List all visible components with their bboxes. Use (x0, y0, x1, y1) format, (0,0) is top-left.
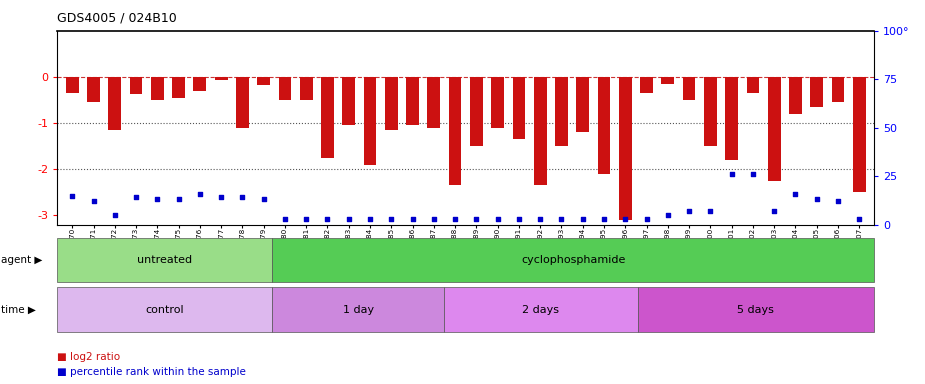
Point (533, 216, 548, 222)
Point (278, 216, 292, 222)
Bar (364, 77, 376, 165)
Bar (619, 77, 632, 220)
Point (618, 216, 633, 222)
Point (86, 198, 101, 204)
Point (192, 190, 207, 197)
Bar (789, 77, 802, 114)
Text: ■ percentile rank within the sample: ■ percentile rank within the sample (57, 367, 246, 377)
Bar (193, 77, 206, 91)
Bar (342, 77, 355, 125)
Bar (512, 77, 525, 139)
Point (554, 216, 569, 222)
Point (448, 216, 462, 222)
Point (639, 216, 654, 222)
Point (107, 212, 122, 218)
Bar (215, 77, 228, 80)
Text: 1 day: 1 day (342, 305, 374, 314)
Bar (449, 77, 462, 185)
Bar (832, 77, 845, 102)
Point (469, 216, 484, 222)
Bar (278, 77, 291, 100)
Text: agent ▶: agent ▶ (1, 255, 43, 265)
Bar (57, 238, 272, 282)
Point (724, 171, 739, 177)
Point (256, 196, 271, 202)
Text: control: control (145, 305, 184, 314)
Point (363, 216, 377, 222)
Bar (108, 77, 121, 130)
Text: 2 days: 2 days (523, 305, 560, 314)
Bar (172, 77, 185, 98)
Bar (598, 77, 611, 174)
Bar (130, 77, 142, 94)
Point (490, 216, 505, 222)
Bar (810, 77, 823, 107)
Point (65, 192, 80, 199)
Bar (470, 77, 483, 146)
Point (171, 196, 186, 202)
Bar (300, 77, 313, 100)
Bar (853, 77, 866, 192)
Text: 5 days: 5 days (737, 305, 774, 314)
Point (512, 216, 526, 222)
Point (682, 208, 697, 214)
Bar (555, 77, 568, 146)
Bar (272, 238, 874, 282)
Bar (406, 77, 419, 125)
Bar (321, 77, 334, 158)
Point (809, 196, 824, 202)
Point (214, 194, 228, 200)
Text: GDS4005 / 024B10: GDS4005 / 024B10 (57, 12, 177, 25)
Point (788, 190, 803, 197)
Bar (257, 77, 270, 85)
Bar (66, 77, 79, 93)
Point (597, 216, 611, 222)
Bar (534, 77, 547, 185)
Bar (272, 287, 444, 332)
Point (703, 208, 718, 214)
Text: cyclophosphamide: cyclophosphamide (521, 255, 625, 265)
Bar (704, 77, 717, 146)
Point (767, 208, 782, 214)
Bar (637, 287, 874, 332)
Point (299, 216, 314, 222)
Bar (576, 77, 589, 132)
Bar (385, 77, 398, 130)
Point (235, 194, 250, 200)
Text: time ▶: time ▶ (1, 305, 36, 314)
Point (660, 212, 675, 218)
Point (150, 196, 165, 202)
Point (852, 216, 867, 222)
Bar (57, 287, 272, 332)
Point (341, 216, 356, 222)
Point (405, 216, 420, 222)
Point (384, 216, 399, 222)
Bar (491, 77, 504, 127)
Point (746, 171, 760, 177)
Point (426, 216, 441, 222)
Bar (683, 77, 696, 100)
Point (129, 194, 143, 200)
Point (320, 216, 335, 222)
Bar (444, 287, 637, 332)
Bar (640, 77, 653, 93)
Bar (661, 77, 674, 84)
Bar (151, 77, 164, 100)
Bar (725, 77, 738, 160)
Point (575, 216, 590, 222)
Point (831, 198, 845, 204)
Bar (236, 77, 249, 127)
Text: untreated: untreated (137, 255, 192, 265)
Bar (427, 77, 440, 127)
Text: ■ log2 ratio: ■ log2 ratio (57, 352, 120, 362)
Bar (746, 77, 759, 93)
Bar (87, 77, 100, 102)
Bar (768, 77, 781, 181)
